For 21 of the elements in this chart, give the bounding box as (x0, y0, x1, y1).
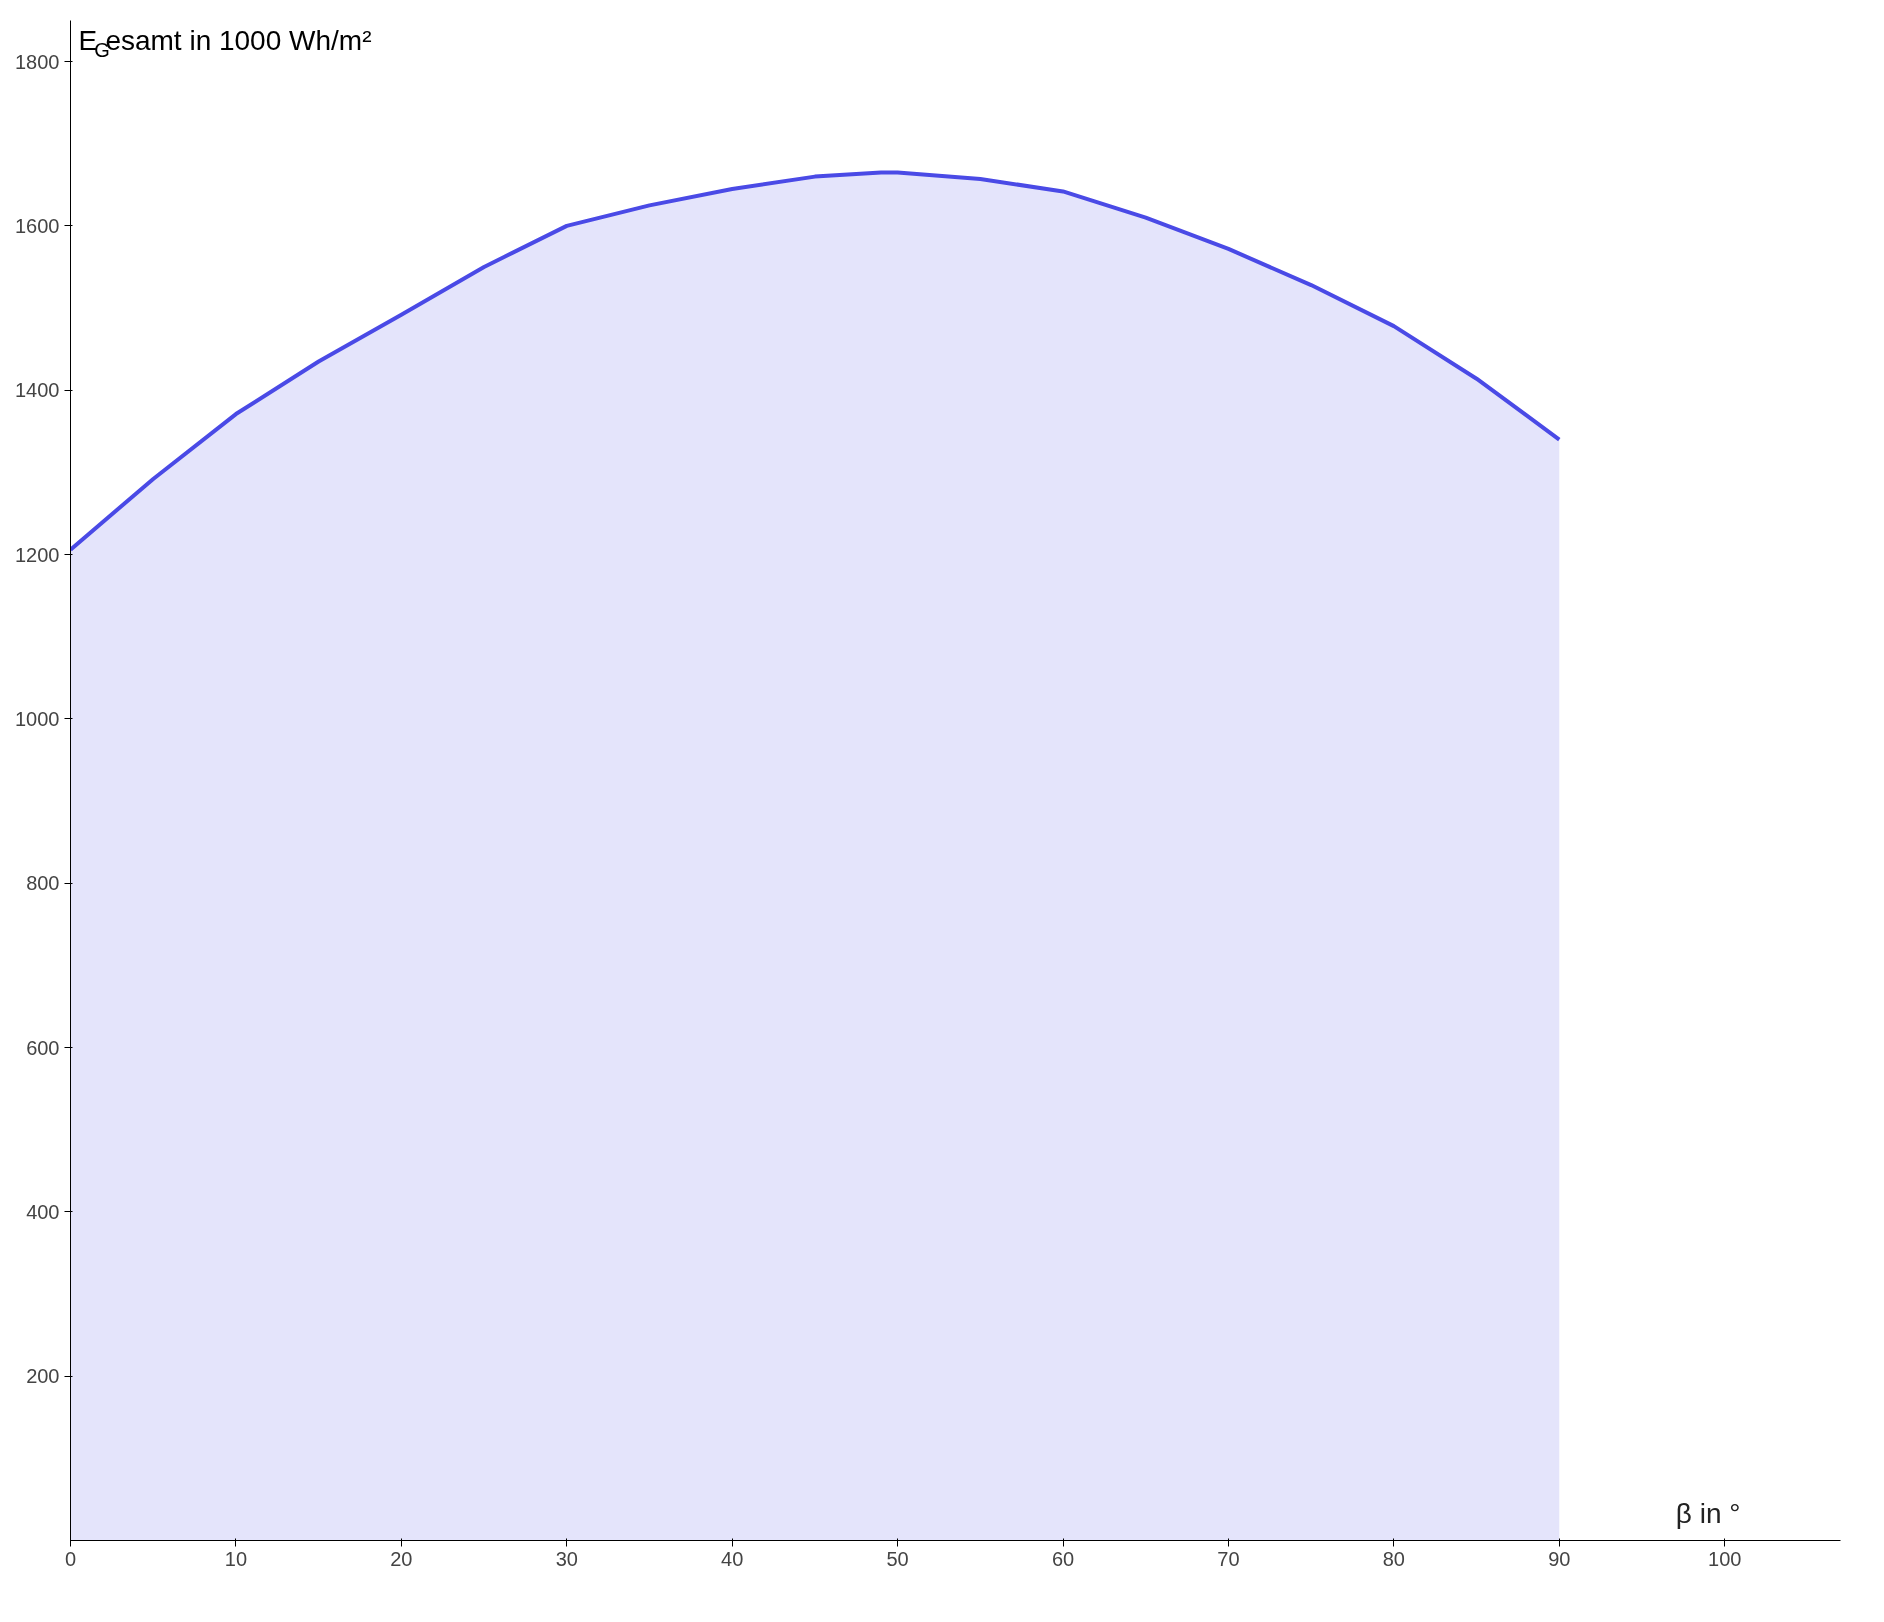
y-tick-label: 1000 (15, 707, 60, 730)
x-tick-label: 70 (1217, 1547, 1240, 1570)
x-tick-label: 0 (64, 1547, 77, 1570)
y-tick-label: 600 (26, 1036, 60, 1059)
x-tick-label: 30 (555, 1547, 578, 1570)
y-tick-label: 200 (26, 1365, 60, 1388)
x-tick-label: 60 (1051, 1547, 1075, 1570)
x-tick-label: 50 (886, 1547, 909, 1570)
x-tick-label: 100 (1708, 1547, 1742, 1570)
x-tick-label: 90 (1548, 1547, 1571, 1570)
y-tick-label: 400 (26, 1200, 60, 1223)
x-tick-label: 40 (721, 1547, 744, 1570)
x-tick-label: 80 (1382, 1547, 1405, 1570)
x-axis-title: β in ° (1675, 1497, 1741, 1529)
y-tick-label: 1800 (15, 50, 60, 73)
y-tick-label: 1200 (15, 543, 60, 566)
x-tick-label: 10 (224, 1547, 248, 1570)
x-tick-label: 20 (390, 1547, 413, 1570)
y-tick-label: 1600 (15, 214, 60, 237)
y-tick-label: 800 (26, 872, 60, 895)
y-tick-label: 1400 (15, 379, 60, 402)
